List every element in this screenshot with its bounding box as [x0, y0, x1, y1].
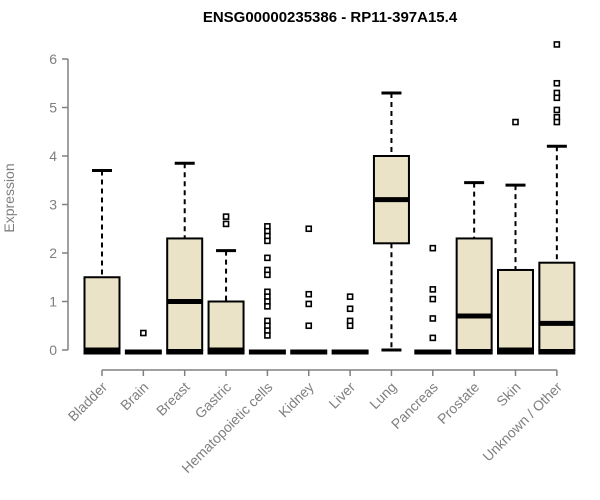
y-tick-label: 3	[49, 197, 57, 213]
box-series	[83, 41, 576, 355]
boxplot-group-skin	[497, 118, 534, 355]
boxplot-group-brain	[124, 329, 162, 355]
x-tick-label: Bladder	[65, 379, 111, 425]
y-tick-label: 5	[49, 100, 57, 116]
outlier-point	[140, 329, 147, 337]
boxplot-group-bladder	[83, 169, 121, 355]
outlier-point	[264, 303, 271, 310]
boxplot-group-hematopoietic-cells	[248, 223, 286, 355]
outlier-point	[305, 225, 313, 233]
x-tick-label: Lung	[366, 379, 399, 412]
x-tick-label: Kidney	[275, 379, 317, 421]
outlier-point	[429, 315, 437, 322]
y-tick-label: 0	[49, 342, 57, 358]
outlier-point	[305, 290, 313, 298]
outlier-point	[264, 254, 271, 262]
boxplot-group-gastric	[207, 213, 245, 355]
outlier-point	[553, 94, 561, 102]
outlier-point	[553, 118, 561, 126]
box	[83, 276, 121, 351]
boxplot-group-kidney	[290, 225, 328, 355]
boxplot-group-unknown-other	[538, 41, 576, 355]
outlier-point	[429, 286, 437, 293]
x-tick-label: Liver	[325, 379, 358, 412]
outlier-point	[429, 295, 437, 303]
outlier-point	[305, 322, 313, 330]
outlier-point	[222, 213, 230, 220]
x-tick-label: Breast	[153, 379, 193, 419]
outlier-point	[346, 305, 354, 313]
box	[455, 237, 493, 351]
boxplot-group-breast	[166, 161, 204, 355]
box	[207, 300, 245, 351]
outlier-point	[553, 106, 561, 114]
outlier-point	[429, 244, 437, 252]
outlier-point	[346, 322, 354, 330]
y-tick-label: 6	[49, 51, 57, 67]
y-axis-label: Expression	[1, 163, 17, 232]
outlier-point	[512, 118, 519, 126]
outlier-point	[264, 332, 271, 339]
x-tick-label: Prostate	[434, 379, 482, 427]
outlier-point	[222, 220, 230, 228]
outlier-point	[553, 79, 561, 87]
box	[538, 261, 576, 352]
box	[166, 237, 204, 351]
y-tick-label: 4	[49, 148, 57, 164]
outlier-point	[346, 293, 354, 300]
y-tick-label: 2	[49, 245, 57, 261]
outlier-point	[264, 271, 271, 279]
boxplot-group-liver	[331, 293, 369, 355]
box	[497, 268, 534, 352]
boxplot-group-lung	[372, 91, 410, 352]
y-tick-label: 1	[49, 294, 57, 310]
outlier-point	[553, 41, 561, 48]
outlier-point	[305, 300, 313, 308]
outlier-point	[264, 237, 271, 245]
outlier-point	[429, 334, 437, 342]
x-tick-label: Brain	[117, 379, 151, 413]
boxplot-group-pancreas	[414, 244, 452, 355]
chart-title: ENSG00000235386 - RP11-397A15.4	[203, 9, 458, 26]
x-tick-label: Skin	[493, 379, 524, 410]
boxplot-group-prostate	[455, 181, 493, 355]
